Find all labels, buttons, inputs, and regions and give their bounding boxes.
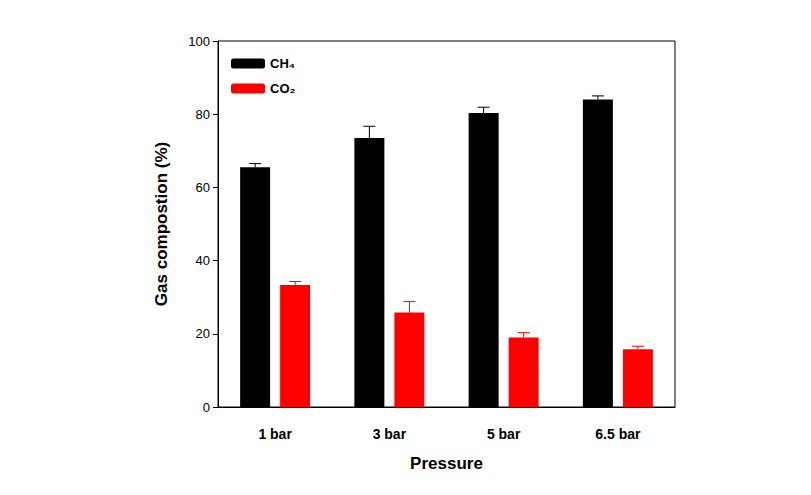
svg-text:20: 20 (196, 326, 210, 341)
svg-text:1 bar: 1 bar (258, 426, 292, 442)
svg-text:6.5 bar: 6.5 bar (595, 426, 641, 442)
svg-text:Gas compostion (%): Gas compostion (%) (152, 142, 171, 306)
svg-text:3 bar: 3 bar (373, 426, 407, 442)
svg-text:60: 60 (196, 180, 210, 195)
svg-text:5 bar: 5 bar (487, 426, 521, 442)
svg-text:40: 40 (196, 253, 210, 268)
svg-text:CH₄: CH₄ (270, 56, 295, 71)
svg-text:Pressure: Pressure (410, 454, 483, 473)
svg-text:100: 100 (188, 34, 210, 49)
svg-text:80: 80 (196, 107, 210, 122)
svg-text:CO₂: CO₂ (270, 81, 296, 96)
svg-text:0: 0 (203, 400, 210, 415)
